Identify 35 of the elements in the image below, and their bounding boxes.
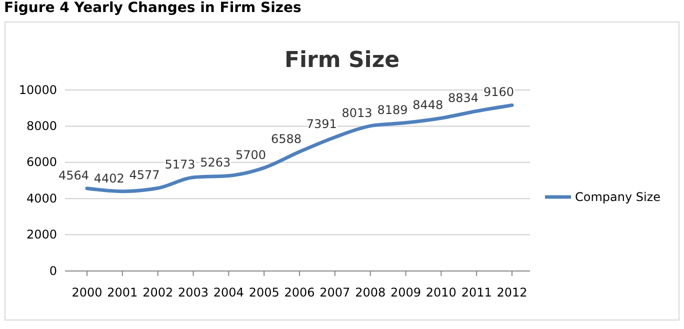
data-label: 5700	[236, 148, 266, 162]
data-label: 4577	[129, 168, 160, 182]
data-label: 7391	[306, 117, 337, 132]
data-label: 4564	[58, 168, 89, 182]
y-tick-label: 6000	[26, 155, 57, 170]
x-tick-label: 2003	[178, 286, 209, 300]
data-label: 9160	[483, 85, 514, 100]
x-tick-label: 2005	[248, 286, 280, 300]
x-tick-label: 2010	[426, 286, 456, 300]
caption: Figure 4 Yearly Changes in Firm Sizes	[4, 0, 302, 16]
chart-title: Firm Size	[284, 48, 400, 73]
data-label: 5263	[200, 156, 231, 170]
data-label: 8189	[377, 102, 408, 117]
x-tick-label: 2008	[355, 286, 386, 300]
x-tick-label: 2004	[213, 286, 244, 300]
y-tick-label: 0	[49, 264, 57, 278]
x-tick-label: 2001	[107, 286, 138, 300]
y-tick-label: 2000	[26, 228, 57, 242]
x-tick-label: 2007	[320, 286, 350, 300]
data-label: 4402	[94, 171, 124, 186]
x-tick-label: 2000	[72, 286, 102, 300]
data-label: 8448	[412, 98, 444, 112]
data-label: 8013	[342, 106, 372, 120]
x-tick-label: 2011	[461, 286, 492, 300]
y-tick-label: 8000	[26, 119, 57, 134]
x-tick-label: 2006	[284, 286, 315, 300]
data-label: 8834	[448, 91, 479, 106]
data-label: 6588	[270, 132, 302, 146]
y-tick-label: 4000	[26, 191, 57, 206]
data-label: 5173	[164, 157, 196, 172]
x-tick-label: 2002	[142, 286, 174, 300]
legend-label: Company Size	[575, 190, 661, 204]
y-tick-label: 10000	[18, 82, 57, 97]
x-tick-label: 2009	[390, 286, 422, 300]
x-tick-label: 2012	[496, 286, 528, 300]
